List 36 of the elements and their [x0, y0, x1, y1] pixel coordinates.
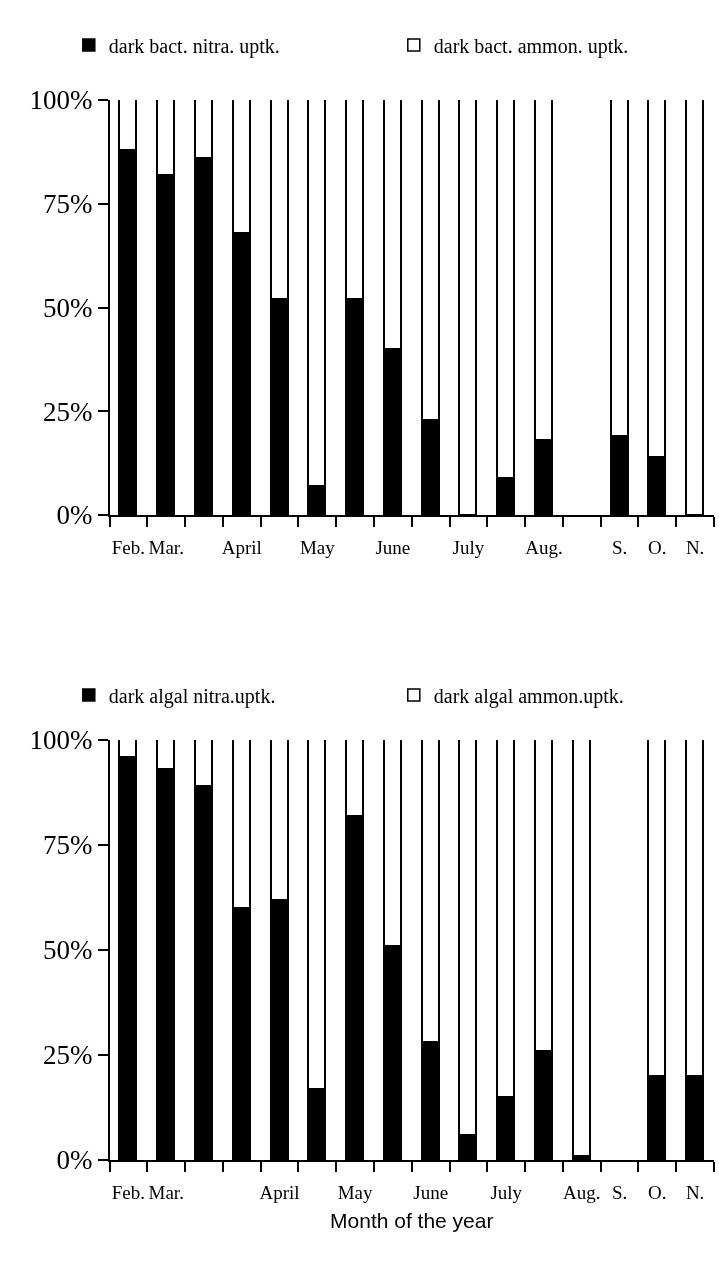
y-tick-label: 50% [42, 292, 93, 323]
bar [572, 740, 591, 1156]
x-tick-label: O. [648, 1181, 667, 1203]
y-tick-label: 75% [42, 189, 93, 220]
x-tick-label: July [452, 536, 485, 558]
x-tick-label: July [490, 1181, 523, 1203]
y-tick-label: 75% [42, 830, 93, 861]
x-tick-label: Aug. [563, 1181, 601, 1203]
x-tick-label: June [413, 1181, 449, 1203]
x-tick-label: Feb. [111, 536, 146, 558]
x-tick-label: June [375, 536, 411, 558]
x-tick-label: April [221, 536, 262, 558]
legend-label: dark algal nitra.uptk. [108, 684, 276, 708]
y-tick-label: 50% [42, 935, 93, 966]
legend-label: dark algal ammon.uptk. [433, 684, 624, 708]
x-tick-label: N. [685, 536, 705, 558]
y-tick-label: 100% [29, 85, 93, 116]
x-tick-label: N. [685, 1181, 705, 1203]
x-axis-title: Month of the year [330, 1209, 494, 1233]
x-tick-label: Mar. [148, 536, 184, 558]
y-tick-label: 25% [42, 396, 93, 427]
x-tick-label: May [299, 536, 336, 558]
x-tick-label: O. [648, 536, 667, 558]
x-tick-label: S. [611, 1181, 628, 1203]
legend-label: dark bact. nitra. uptk. [108, 34, 280, 58]
x-tick-label: April [259, 1181, 300, 1203]
x-tick-label: S. [611, 536, 628, 558]
x-tick-label: Mar. [148, 1181, 184, 1203]
x-tick-label: Aug. [525, 536, 563, 558]
x-tick-label: May [337, 1181, 374, 1203]
y-tick-label: 0% [56, 1145, 93, 1176]
y-tick-label: 25% [42, 1040, 93, 1071]
y-tick-label: 100% [29, 725, 93, 756]
y-tick-label: 0% [56, 500, 93, 531]
x-tick-label: Feb. [111, 1181, 146, 1203]
legend-label: dark bact. ammon. uptk. [433, 34, 629, 58]
